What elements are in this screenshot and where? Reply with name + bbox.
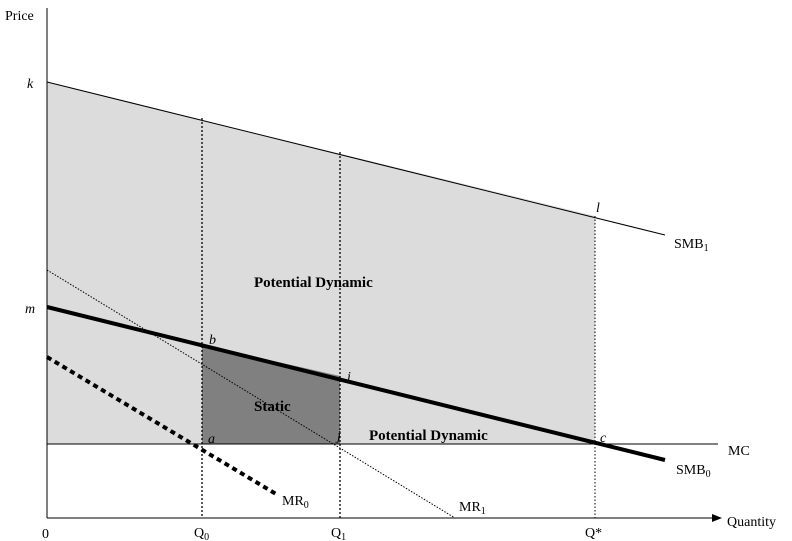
mr1-label: MR1 <box>459 500 486 517</box>
point-c-label: c <box>600 431 607 446</box>
point-i-label: i <box>347 370 351 385</box>
m-label: m <box>25 302 35 317</box>
mr0-label: MR0 <box>282 494 309 511</box>
potential-dynamic-lower-label: Potential Dynamic <box>369 428 488 444</box>
qstar-label: Q* <box>585 526 602 541</box>
smb1-label: SMB1 <box>674 237 709 254</box>
potential-dynamic-upper-label: Potential Dynamic <box>254 275 373 291</box>
smb1-curve <box>46 81 666 236</box>
static-label: Static <box>254 399 291 415</box>
mc-label: MC <box>728 444 750 459</box>
point-b-label: b <box>209 333 216 348</box>
x-axis-arrow <box>712 514 722 522</box>
origin-label: 0 <box>42 527 49 541</box>
y-axis-label: Price <box>5 9 34 24</box>
q0-label: Q0 <box>194 526 209 541</box>
point-j-label: j <box>335 429 341 444</box>
q1-label: Q1 <box>331 526 346 541</box>
smb0-label: SMB0 <box>676 463 711 480</box>
point-l-label: l <box>596 201 600 216</box>
x-axis-label: Quantity <box>727 515 776 530</box>
k-label: k <box>27 77 34 92</box>
point-a-label: a <box>208 432 215 447</box>
